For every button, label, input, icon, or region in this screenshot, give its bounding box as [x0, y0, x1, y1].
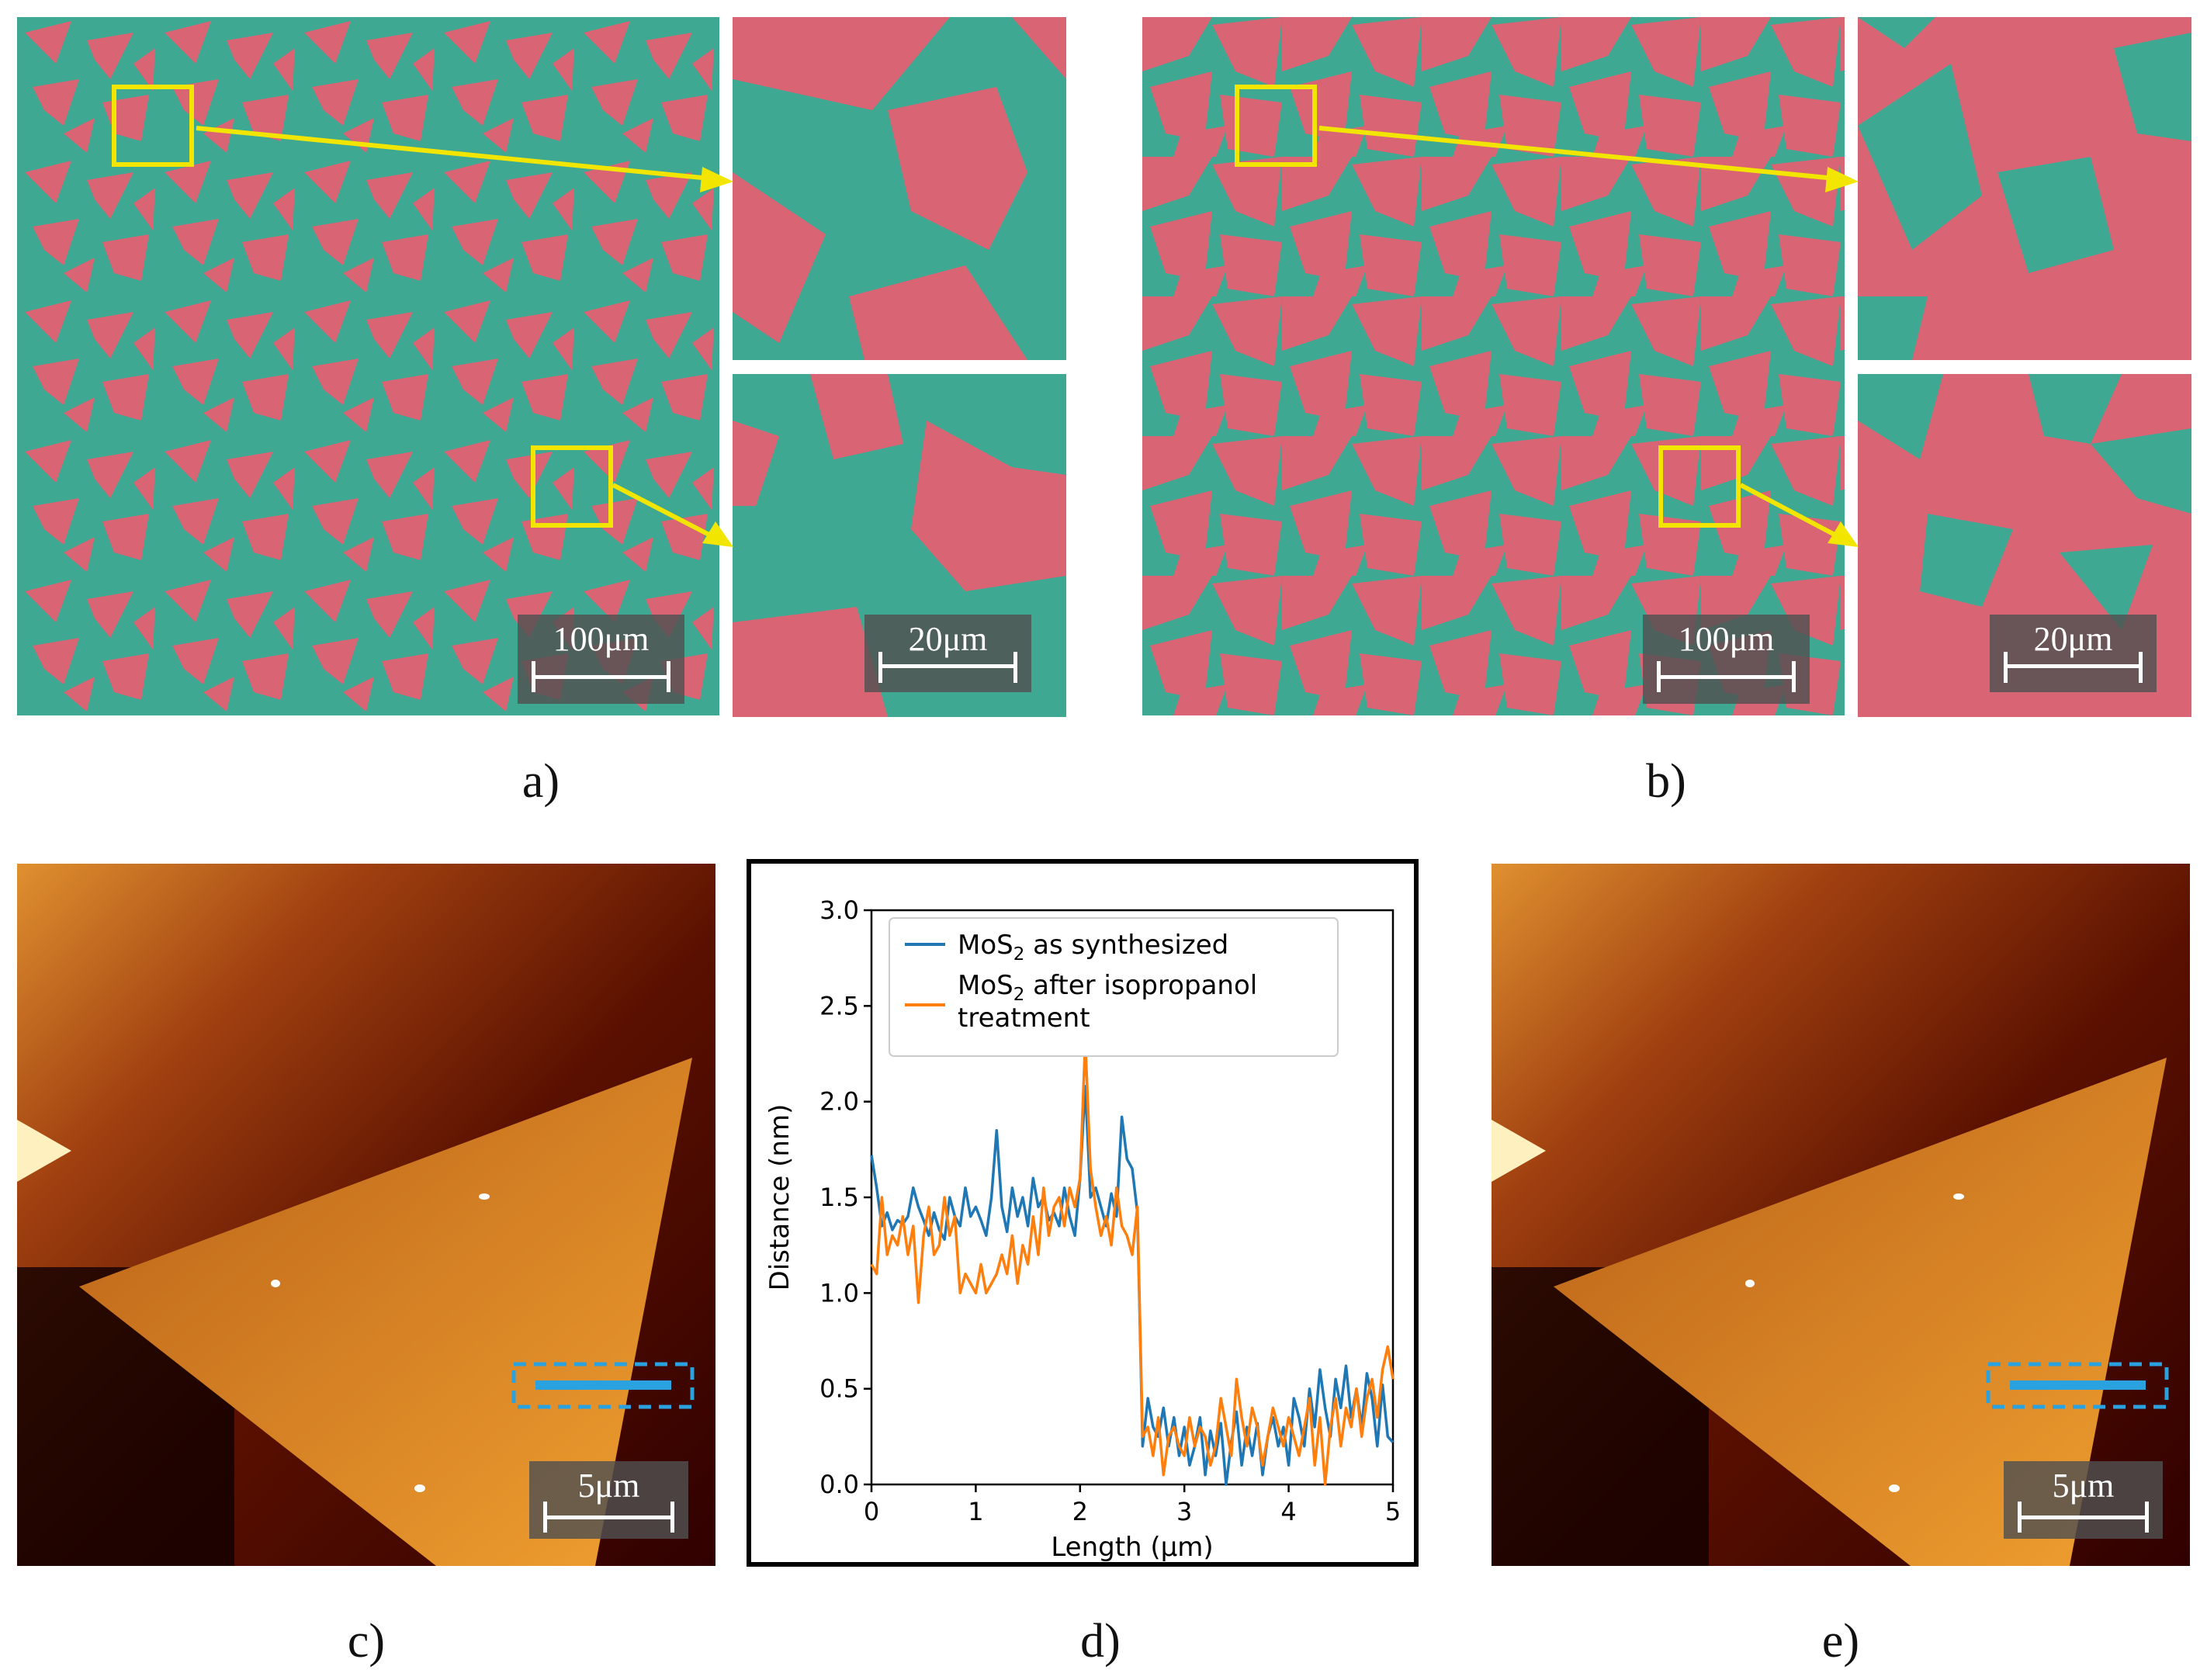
caption-e: e): [1821, 1615, 1860, 1668]
legend-label-isopropanol: MoS2 after isopropanol: [958, 970, 1257, 1005]
scale-bar-c: 5μm: [529, 1461, 688, 1539]
caption-d: d): [1080, 1615, 1121, 1668]
x-tick-label: 0: [864, 1497, 879, 1526]
panel-b-micrograph: 100μm: [1142, 17, 1845, 715]
caption-a: a): [521, 755, 560, 808]
panel-a-micrograph: 100μm: [17, 17, 719, 715]
legend: MoS2 as synthesized MoS2 after isopropan…: [889, 917, 1339, 1057]
line-profile-marker: [535, 1380, 671, 1390]
flake-texture: [17, 17, 719, 715]
y-axis-label: Distance (nm): [764, 1104, 795, 1291]
y-tick-label: 2.5: [819, 991, 859, 1020]
legend-label-synthesized: MoS2 as synthesized: [958, 930, 1228, 965]
y-tick-label: 1.5: [819, 1183, 859, 1212]
x-tick-label: 3: [1176, 1497, 1192, 1526]
scale-bar-a-main: 100μm: [518, 615, 684, 704]
panel-a-arrows: [196, 126, 733, 547]
x-tick-label: 2: [1072, 1497, 1088, 1526]
y-tick-label: 2.0: [819, 1087, 859, 1117]
y-tick-label: 1.0: [819, 1278, 859, 1308]
scale-bar-b-main: 100μm: [1643, 615, 1810, 704]
x-tick-label: 4: [1280, 1497, 1296, 1526]
panel-b-arrows: [1318, 126, 1859, 547]
x-tick-label: 5: [1385, 1497, 1401, 1526]
series-line-synthesized: [870, 1085, 1395, 1486]
zoom-box-top: [112, 85, 194, 167]
panel-b-zoom-bottom: 20μm: [1858, 374, 2191, 717]
y-tick-label: 0.5: [819, 1374, 859, 1404]
zoom-box-bottom: [531, 445, 613, 528]
panel-e-afm: 5μm: [1492, 864, 2190, 1566]
scale-bar-a-zoom: 20μm: [864, 615, 1031, 692]
panel-c-afm: 5μm: [17, 864, 715, 1566]
panel-b-zoom-top: [1858, 17, 2191, 360]
y-tick-label: 0.0: [819, 1470, 859, 1499]
y-tick-label: 3.0: [819, 895, 859, 925]
scale-bar-b-zoom: 20μm: [1990, 615, 2157, 692]
legend-label-isopropanol-line2: treatment: [958, 1003, 1090, 1034]
x-tick-label: 1: [968, 1497, 983, 1526]
caption-b: b): [1646, 755, 1686, 808]
panel-a-zoom-bottom: 20μm: [733, 374, 1066, 717]
scale-bar-e: 5μm: [2004, 1461, 2163, 1539]
series-line-isopropanol: [870, 1038, 1395, 1486]
x-axis-label: Length (μm): [1051, 1532, 1213, 1562]
line-chart: 0 1 2 3 4 5 0.0 0.5 1.0 1.5 2.0 2.5 3.0 Length (μm)…: [764, 895, 1401, 1563]
caption-c: c): [347, 1615, 386, 1668]
panel-d-chart: 0 1 2 3 4 5 0.0 0.5 1.0 1.5 2.0 2.5 3.0 Length (μm)…: [747, 859, 1419, 1567]
panel-a-zoom-top: [733, 17, 1066, 360]
